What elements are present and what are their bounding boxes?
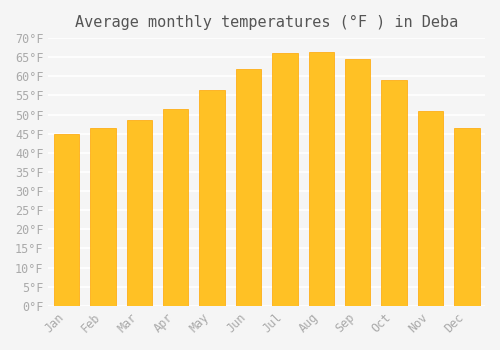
Bar xyxy=(90,128,116,306)
Bar xyxy=(272,54,297,306)
Bar xyxy=(308,51,334,306)
Bar xyxy=(382,80,407,306)
Bar xyxy=(418,111,443,306)
Bar xyxy=(163,109,188,306)
Bar xyxy=(54,134,80,306)
Title: Average monthly temperatures (°F ) in Deba: Average monthly temperatures (°F ) in De… xyxy=(75,15,458,30)
Bar xyxy=(236,69,261,306)
Bar xyxy=(454,128,479,306)
Bar xyxy=(200,90,225,306)
Bar xyxy=(126,120,152,306)
Bar xyxy=(345,59,370,306)
